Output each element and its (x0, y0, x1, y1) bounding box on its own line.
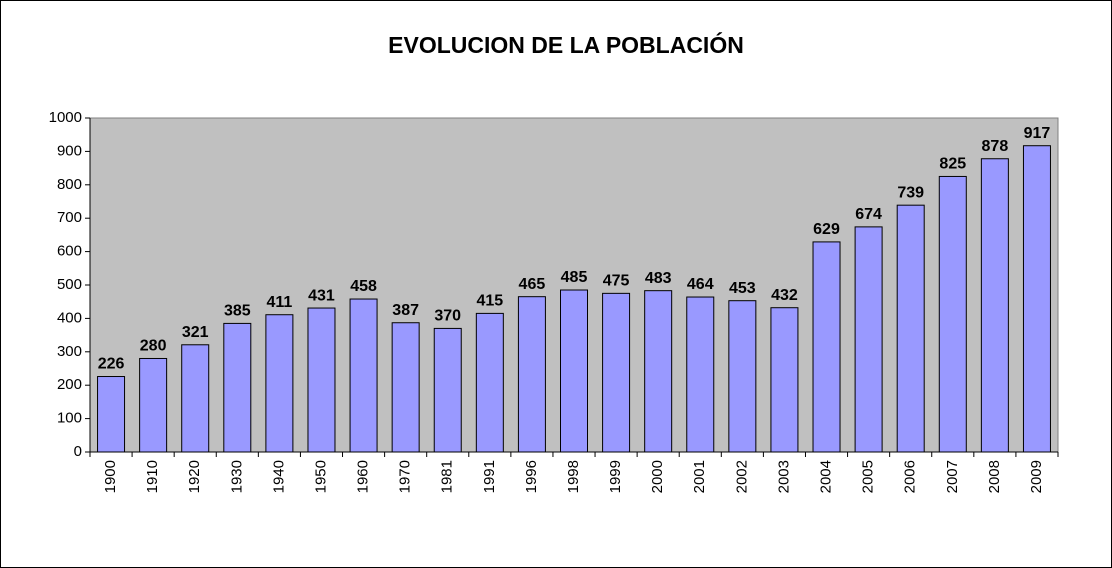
value-label: 458 (350, 278, 377, 295)
value-label: 387 (392, 302, 419, 319)
x-tick-label: 2003 (775, 460, 792, 493)
x-tick-label: 2006 (902, 460, 919, 493)
y-tick-label: 300 (57, 343, 82, 360)
x-tick-label: 1950 (312, 460, 329, 493)
value-label: 432 (771, 287, 798, 304)
value-label: 878 (982, 138, 1009, 155)
value-label: 674 (855, 206, 882, 223)
value-label: 431 (308, 287, 335, 304)
x-tick-label: 2001 (691, 460, 708, 493)
bar (770, 307, 799, 453)
x-tick-label: 1910 (144, 460, 161, 493)
bar (686, 296, 715, 453)
y-tick-label: 900 (57, 142, 82, 159)
bar (265, 314, 294, 453)
x-tick-label: 1920 (186, 460, 203, 493)
value-label: 739 (897, 184, 924, 201)
bar (181, 344, 210, 453)
value-label: 465 (519, 276, 546, 293)
x-tick-label: 1900 (102, 460, 119, 493)
x-tick-label: 2002 (733, 460, 750, 493)
bar (517, 296, 546, 453)
bar (349, 298, 378, 453)
value-label: 629 (813, 221, 840, 238)
bar (602, 292, 631, 453)
x-tick-label: 1999 (607, 460, 624, 493)
x-tick-label: 2004 (817, 460, 834, 493)
y-tick-label: 500 (57, 276, 82, 293)
value-label: 475 (603, 273, 630, 290)
x-tick-label: 1970 (397, 460, 414, 493)
value-label: 411 (266, 294, 292, 311)
bar (391, 322, 420, 453)
y-tick-label: 1000 (49, 109, 82, 126)
value-label: 370 (434, 308, 461, 325)
x-tick-label: 2008 (986, 460, 1003, 493)
bar (896, 204, 925, 453)
value-label: 464 (687, 276, 714, 293)
y-tick-label: 800 (57, 176, 82, 193)
value-label: 917 (1024, 125, 1051, 142)
value-label: 385 (224, 303, 251, 320)
bar (854, 226, 883, 453)
x-tick-label: 2000 (649, 460, 666, 493)
bar (433, 327, 462, 453)
y-tick-label: 200 (57, 376, 82, 393)
y-tick-label: 700 (57, 209, 82, 226)
value-label: 825 (939, 156, 966, 173)
bar (812, 241, 841, 453)
x-tick-label: 2009 (1028, 460, 1045, 493)
y-tick-label: 400 (57, 309, 82, 326)
bar (1022, 145, 1051, 453)
value-label: 226 (98, 356, 125, 373)
x-tick-label: 1940 (270, 460, 287, 493)
x-tick-label: 1996 (523, 460, 540, 493)
x-tick-label: 1930 (228, 460, 245, 493)
bar (980, 158, 1009, 453)
value-label: 415 (476, 293, 503, 310)
x-tick-label: 1991 (481, 460, 498, 493)
bar (728, 300, 757, 453)
x-tick-label: 1981 (439, 460, 456, 493)
bar (139, 357, 168, 453)
bar (938, 175, 967, 453)
bar (560, 289, 588, 453)
y-tick-label: 0 (74, 443, 82, 460)
bar (475, 312, 504, 453)
x-tick-label: 1960 (355, 460, 372, 493)
bar (644, 290, 673, 453)
value-label: 321 (182, 324, 209, 341)
value-label: 280 (140, 338, 167, 355)
x-tick-label: 1998 (565, 460, 582, 493)
value-label: 483 (645, 270, 672, 287)
value-label: 485 (561, 269, 588, 286)
x-tick-label: 2005 (860, 460, 877, 493)
chart-title: EVOLUCION DE LA POBLACIÓN (388, 31, 744, 58)
y-tick-label: 600 (57, 243, 82, 260)
bar (97, 376, 126, 453)
bar (223, 322, 252, 453)
x-tick-label: 2007 (944, 460, 961, 493)
value-label: 453 (729, 280, 756, 297)
y-tick-label: 100 (57, 410, 82, 427)
bar (307, 307, 336, 453)
